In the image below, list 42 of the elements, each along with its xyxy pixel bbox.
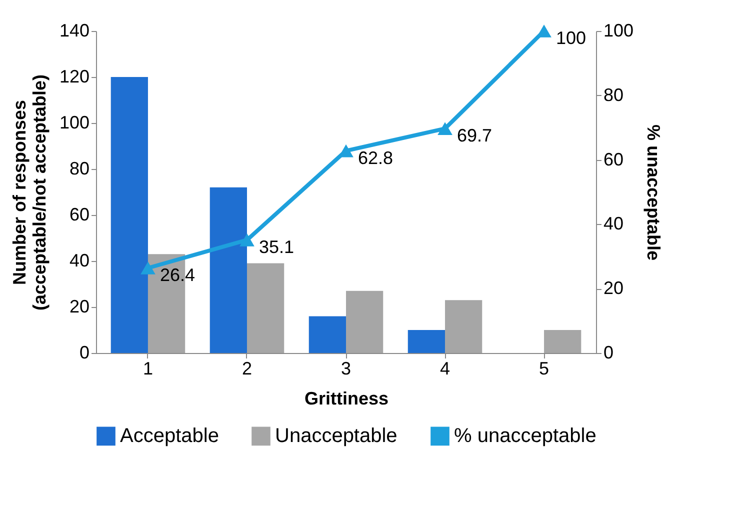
bar bbox=[346, 290, 384, 353]
x-tick-label: 2 bbox=[242, 358, 252, 378]
data-label: 35.1 bbox=[258, 236, 294, 257]
legend-label: Unacceptable bbox=[275, 425, 398, 448]
data-label: 62.8 bbox=[358, 148, 394, 168]
y2-tick-label: 20 bbox=[604, 278, 624, 298]
y-tick-label: 80 bbox=[69, 158, 90, 178]
bar bbox=[246, 263, 284, 353]
x-tick-label: 1 bbox=[142, 358, 153, 378]
y2-axis-title: % unacceptable bbox=[644, 124, 664, 261]
bar bbox=[210, 187, 247, 353]
y-tick-label: 120 bbox=[59, 66, 90, 86]
bar bbox=[110, 77, 148, 353]
bar bbox=[308, 316, 346, 353]
x-tick-label: 5 bbox=[539, 358, 550, 378]
x-tick-label: 3 bbox=[340, 358, 352, 378]
y-axis-title: Number of responses (acceptable/not acceptable) bbox=[9, 74, 50, 311]
y-tick-label: 60 bbox=[69, 204, 90, 224]
legend-label: Acceptable bbox=[120, 425, 219, 448]
data-label: 26.4 bbox=[160, 264, 196, 285]
y-tick-label: 20 bbox=[69, 296, 90, 316]
point bbox=[140, 262, 156, 274]
y2-tick-label: 0 bbox=[604, 342, 614, 362]
bar bbox=[445, 300, 482, 353]
x-tick-label: 4 bbox=[440, 358, 450, 378]
legend-label: % unacceptable bbox=[454, 425, 596, 448]
bar bbox=[408, 330, 446, 353]
y-tick-label: 40 bbox=[69, 250, 90, 270]
y2-tick-label: 40 bbox=[604, 214, 624, 234]
y-tick-label: 140 bbox=[59, 20, 90, 40]
bar bbox=[544, 330, 582, 353]
y2-tick-label: 60 bbox=[604, 149, 624, 170]
y2-tick-label: 100 bbox=[604, 20, 634, 40]
point bbox=[536, 24, 552, 38]
point bbox=[240, 234, 254, 246]
y-tick-label: 100 bbox=[59, 112, 90, 132]
point bbox=[438, 122, 452, 135]
data-label: 100 bbox=[556, 28, 586, 48]
y-tick-label: 0 bbox=[79, 342, 90, 362]
y2-tick-label: 80 bbox=[604, 84, 624, 105]
data-label: 69.7 bbox=[457, 126, 492, 146]
x-axis-title: Grittiness bbox=[304, 388, 389, 408]
